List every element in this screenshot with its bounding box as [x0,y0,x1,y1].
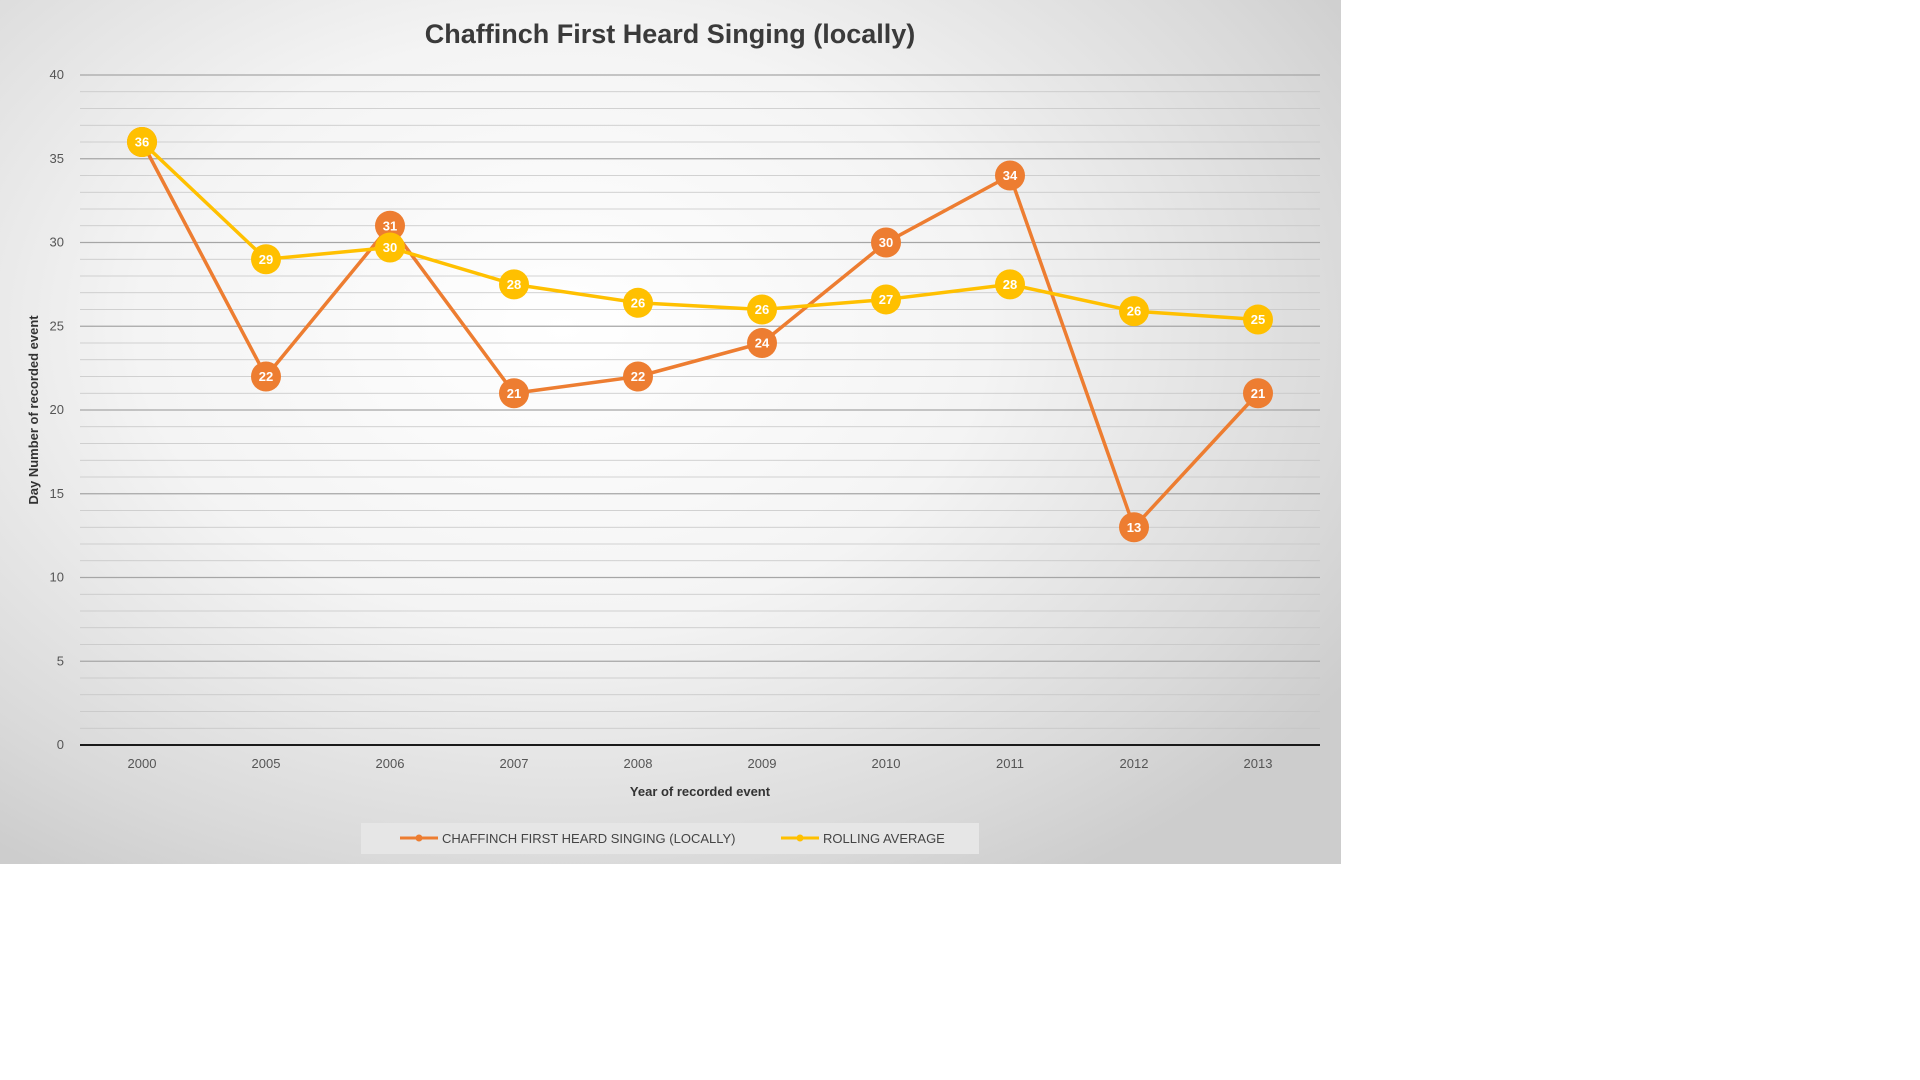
y-tick-label: 30 [50,235,64,250]
legend: CHAFFINCH FIRST HEARD SINGING (LOCALLY) … [361,823,979,854]
data-label: 30 [383,240,397,255]
data-point [251,244,281,275]
data-label: 24 [755,336,770,351]
x-tick-label: 2007 [500,756,529,771]
data-label: 28 [507,277,521,292]
data-point [251,361,281,392]
legend-marker-chaffinch [415,834,423,842]
data-label: 22 [631,369,645,384]
data-point [623,361,653,392]
data-label: 28 [1003,277,1017,292]
gridlines [80,74,1320,729]
x-tick-label: 2008 [624,756,653,771]
x-tick-label: 2009 [748,756,777,771]
data-label: 27 [879,292,893,307]
x-tick-label: 2006 [376,756,405,771]
y-tick-label: 0 [57,737,64,752]
line-chart: Chaffinch First Heard Singing (locally) … [26,19,1320,854]
data-label: 26 [755,302,769,317]
data-point [1119,512,1149,543]
series-0 [127,127,1273,543]
data-point [747,328,777,358]
x-axis-ticks: 2000 2005 2006 2007 2008 2009 2010 2011 2012 2013 [128,756,1273,771]
data-point [1243,304,1273,335]
series-1 [127,127,1273,335]
chart-title: Chaffinch First Heard Singing (locally) [425,19,916,49]
legend-label-chaffinch: CHAFFINCH FIRST HEARD SINGING (LOCALLY) [442,831,736,846]
data-point [499,378,529,409]
data-label: 21 [507,386,521,401]
data-label: 34 [1003,168,1018,183]
legend-box [361,823,979,854]
data-label: 36 [135,135,149,150]
data-label: 31 [383,218,397,233]
series-layer: 22 31 21 22 24 30 34 13 21 36 29 30 28 26 26 27 28 26 25 [127,127,1273,543]
x-tick-label: 2010 [872,756,901,771]
y-axis-ticks: 0 5 10 15 20 25 30 35 40 [50,67,64,752]
y-tick-label: 20 [50,402,64,417]
y-tick-label: 25 [50,318,64,333]
legend-marker-rolling-average [796,834,804,842]
data-point [375,232,405,263]
data-point [1119,296,1149,327]
series-line [140,141,1260,529]
data-point [375,210,405,241]
x-axis-title: Year of recorded event [630,784,771,799]
data-label: 22 [259,369,273,384]
x-tick-label: 2005 [252,756,281,771]
x-tick-label: 2011 [996,756,1024,771]
data-point [871,227,901,258]
y-axis-title: Day Number of recorded event [26,315,41,505]
data-point [871,284,901,315]
data-point [995,160,1025,191]
data-label: 30 [879,235,893,250]
data-point [127,127,157,157]
x-tick-label: 2013 [1244,756,1273,771]
data-point [995,269,1025,300]
data-point [1243,378,1273,409]
series-line [140,140,1259,322]
data-label: 26 [631,295,645,310]
y-tick-label: 40 [50,67,64,82]
x-tick-label: 2012 [1120,756,1149,771]
data-point [499,269,529,300]
legend-label-rolling-average: ROLLING AVERAGE [823,831,945,846]
data-label: 21 [1251,386,1265,401]
y-tick-label: 10 [50,570,64,585]
data-label: 13 [1127,520,1141,535]
data-label: 29 [259,252,273,267]
y-tick-label: 35 [50,151,64,166]
x-tick-label: 2000 [128,756,157,771]
data-point [623,287,653,318]
data-label: 25 [1251,312,1265,327]
chart-area: Chaffinch First Heard Singing (locally) … [0,0,1341,864]
data-point [747,294,777,325]
data-label: 26 [1127,304,1141,319]
y-tick-label: 5 [57,653,64,668]
y-tick-label: 15 [50,486,64,501]
